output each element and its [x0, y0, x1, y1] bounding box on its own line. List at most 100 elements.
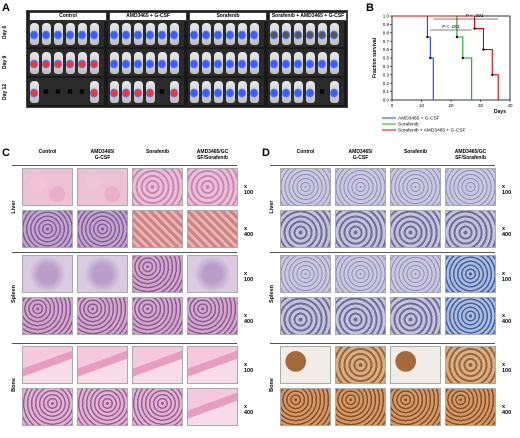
micrograph-tile: [390, 255, 441, 293]
magnification-label: x 400: [502, 226, 512, 238]
mouse-image: [226, 81, 235, 103]
mouse-image: [282, 52, 291, 74]
micrograph-tile: [77, 255, 128, 293]
column-header: AMD3465/ G-CSF: [90, 149, 115, 161]
luminescence-signal: [190, 59, 198, 69]
micrograph-tile: [335, 255, 386, 293]
dead-mouse-x-icon: ✖: [67, 89, 73, 96]
mouse-image: [158, 52, 167, 74]
mouse-image: [110, 52, 119, 74]
mouse-image: [30, 23, 39, 45]
micrograph-tile: [132, 346, 183, 384]
day-label-12: Day 12: [2, 83, 8, 100]
luminescence-signal: [110, 30, 118, 40]
luminescence-signal: [90, 88, 98, 98]
mouse-image: [282, 81, 291, 103]
luminescence-signal: [170, 59, 178, 69]
y-tick-label: 0.4: [383, 64, 390, 69]
luminescence-signal: [146, 88, 154, 98]
mouse-image: [294, 52, 303, 74]
bli-cell: [188, 78, 264, 105]
mouse-image: [66, 52, 75, 74]
mouse-image: [306, 52, 315, 74]
micrograph-tile: [132, 297, 183, 335]
magnification-label: x 100: [244, 184, 254, 196]
luminescence-signal: [294, 88, 302, 98]
luminescence-signal: [78, 59, 86, 69]
x-axis-label: Days: [494, 109, 506, 115]
luminescence-signal: [294, 59, 302, 69]
luminescence-signal: [110, 88, 118, 98]
luminescence-signal: [30, 59, 38, 69]
panel-a-letter: A: [2, 2, 10, 14]
mouse-image: [282, 23, 291, 45]
micrograph-tile: [280, 210, 331, 248]
mouse-image: [54, 52, 63, 74]
luminescence-signal: [306, 30, 314, 40]
mouse-image: [330, 81, 339, 103]
y-tick-label: 0.7: [383, 39, 390, 44]
x-tick-label: 40: [507, 103, 513, 108]
mouse-image: [250, 23, 259, 45]
mouse-image: [250, 81, 259, 103]
dead-mouse-x-icon: ✖: [55, 89, 61, 96]
censor-point: [482, 48, 485, 51]
dead-mouse-x-icon: ✖: [43, 89, 49, 96]
micrograph-tile: [187, 210, 238, 248]
y-tick-label: 0.9: [383, 22, 390, 27]
luminescence-signal: [238, 59, 246, 69]
micrograph-tile: [77, 346, 128, 384]
mouse-image: [226, 23, 235, 45]
mouse-image: [146, 23, 155, 45]
luminescence-signal: [30, 88, 38, 98]
column-header: AMD3465/GC SF/Sorafenib: [196, 149, 229, 161]
luminescence-signal: [90, 30, 98, 40]
mouse-image: [270, 52, 279, 74]
mouse-image: [294, 81, 303, 103]
luminescence-signal: [170, 88, 178, 98]
luminescence-signal: [190, 30, 198, 40]
y-tick-label: 1.0: [383, 14, 390, 19]
bli-cell: ✖: [108, 78, 184, 105]
p-value-top: P < .001: [466, 13, 484, 19]
mouse-image: [110, 81, 119, 103]
mouse-image: [30, 81, 39, 103]
bli-cell: [108, 49, 184, 76]
micrograph-tile: [445, 168, 496, 206]
micrograph-tile: [187, 346, 238, 384]
micrograph-tile: [335, 388, 386, 426]
mouse-image: [330, 52, 339, 74]
luminescence-signal: [134, 30, 142, 40]
mouse-image: [146, 52, 155, 74]
luminescence-signal: [330, 88, 338, 98]
y-axis-label: Fraction survival: [372, 37, 378, 78]
mouse-image: [226, 52, 235, 74]
row-divider: [270, 165, 495, 166]
row-divider: [270, 343, 495, 344]
magnification-label: x 100: [244, 362, 254, 374]
micrograph-tile: [445, 210, 496, 248]
luminescence-signal: [270, 30, 278, 40]
mouse-image: [134, 23, 143, 45]
column-header: AMD3465/GC SF/Sorafenib: [454, 149, 487, 161]
x-tick-label: 20: [448, 103, 454, 108]
luminescence-signal: [90, 59, 98, 69]
day-label-6: Day 6: [2, 25, 8, 39]
organ-row-label: Liver: [269, 200, 275, 214]
luminescence-signal: [134, 88, 142, 98]
micrograph-tile: [22, 210, 73, 248]
luminescence-signal: [66, 59, 74, 69]
organ-row-label: Spleen: [269, 284, 275, 304]
mouse-image: [190, 81, 199, 103]
luminescence-signal: [250, 30, 258, 40]
x-tick-label: 30: [478, 103, 484, 108]
y-tick-label: 0.8: [383, 30, 390, 35]
mouse-image: [250, 52, 259, 74]
micrograph-tile: [77, 210, 128, 248]
micrograph-tile: [77, 168, 128, 206]
luminescence-signal: [134, 59, 142, 69]
column-header: AMD3465/ G-CSF: [348, 149, 373, 161]
luminescence-signal: [318, 59, 326, 69]
mouse-image: [170, 81, 179, 103]
censor-point: [491, 73, 494, 77]
